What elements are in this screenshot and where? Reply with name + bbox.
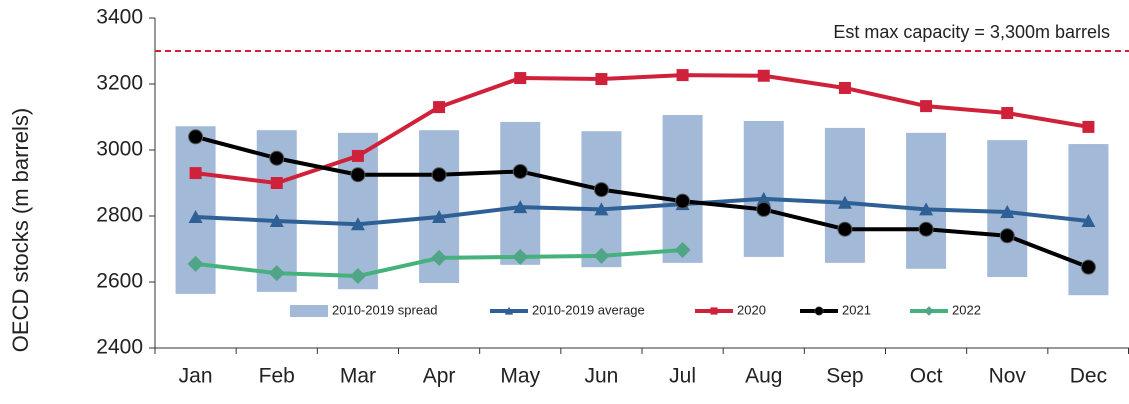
- series-marker: [189, 167, 202, 180]
- series-line: [195, 134, 1090, 270]
- x-tick-label: Sep: [826, 365, 863, 388]
- series-marker: [1082, 120, 1095, 133]
- series-marker: [999, 228, 1015, 244]
- series-marker: [837, 221, 853, 237]
- series-marker: [268, 265, 285, 282]
- spread-box: [743, 120, 784, 257]
- spread-box: [500, 121, 541, 265]
- x-tick-label: Nov: [989, 365, 1027, 388]
- x-tick-label: Jan: [179, 365, 213, 388]
- series-marker: [351, 149, 364, 162]
- series-marker: [270, 177, 283, 189]
- legend-marker: [710, 307, 718, 315]
- x-tick-label: Apr: [423, 365, 456, 388]
- y-axis-label: OECD stocks (m barrels): [8, 108, 33, 352]
- series-marker: [188, 129, 204, 145]
- reference-label: Est max capacity = 3,300m barrels: [833, 22, 1110, 42]
- series-marker: [350, 167, 366, 183]
- y-tick-label: 2400: [96, 336, 143, 359]
- legend-label: 2010-2019 average: [532, 302, 645, 317]
- x-tick-label: Mar: [340, 365, 376, 388]
- spread-box: [581, 131, 622, 268]
- series-marker: [595, 73, 608, 86]
- x-tick-label: Aug: [745, 365, 782, 388]
- series-marker: [269, 150, 285, 166]
- series-marker: [514, 72, 527, 85]
- series-marker: [838, 81, 851, 94]
- series-marker: [350, 217, 365, 231]
- series-line: [195, 196, 1089, 227]
- legend-swatch: [290, 305, 328, 317]
- series-marker: [431, 249, 448, 266]
- spread-box: [662, 115, 703, 263]
- series-marker: [349, 268, 366, 285]
- y-tick-label: 2600: [96, 270, 143, 293]
- series-marker: [593, 182, 609, 198]
- series-marker: [431, 167, 447, 183]
- series-marker: [756, 201, 772, 217]
- series-line: [195, 73, 1089, 185]
- spread-box: [824, 127, 865, 263]
- series-marker: [512, 163, 528, 179]
- series-marker: [918, 221, 934, 237]
- y-tick-label: 3200: [96, 72, 143, 95]
- series-marker: [919, 202, 934, 216]
- x-tick-label: Jun: [584, 365, 618, 388]
- series-marker: [756, 191, 771, 205]
- series-marker: [432, 209, 447, 223]
- legend-marker: [814, 306, 824, 316]
- y-tick-label: 3400: [96, 6, 143, 29]
- series-marker: [757, 69, 770, 82]
- series-marker: [512, 248, 529, 265]
- series-marker: [594, 202, 609, 216]
- legend-label: 2021: [842, 302, 871, 317]
- legend-label: 2010-2019 spread: [332, 302, 438, 317]
- series-marker: [1000, 205, 1015, 219]
- x-tick-label: Jul: [669, 365, 696, 388]
- series-marker: [433, 101, 446, 114]
- legend-marker: [504, 306, 514, 315]
- x-tick-label: May: [500, 365, 540, 388]
- series-marker: [676, 69, 689, 82]
- legend-label: 2022: [952, 302, 981, 317]
- spread-box: [906, 132, 947, 269]
- series-marker: [1001, 107, 1014, 120]
- legend-marker: [924, 306, 934, 316]
- legend-label: 2020: [737, 302, 766, 317]
- y-tick-label: 3000: [96, 138, 143, 161]
- x-tick-label: Oct: [910, 365, 943, 388]
- series-marker: [269, 213, 284, 227]
- x-tick-label: Dec: [1070, 365, 1107, 388]
- series-marker: [593, 247, 610, 264]
- series-marker: [1081, 213, 1096, 227]
- series-marker: [188, 209, 203, 223]
- series-marker: [837, 195, 852, 209]
- series-marker: [513, 200, 528, 214]
- x-tick-label: Feb: [259, 365, 295, 388]
- series-marker: [674, 241, 691, 258]
- series-marker: [920, 100, 933, 113]
- series-marker: [1080, 259, 1096, 275]
- series-marker: [187, 255, 204, 272]
- series-marker: [675, 193, 691, 209]
- y-tick-label: 2800: [96, 204, 143, 227]
